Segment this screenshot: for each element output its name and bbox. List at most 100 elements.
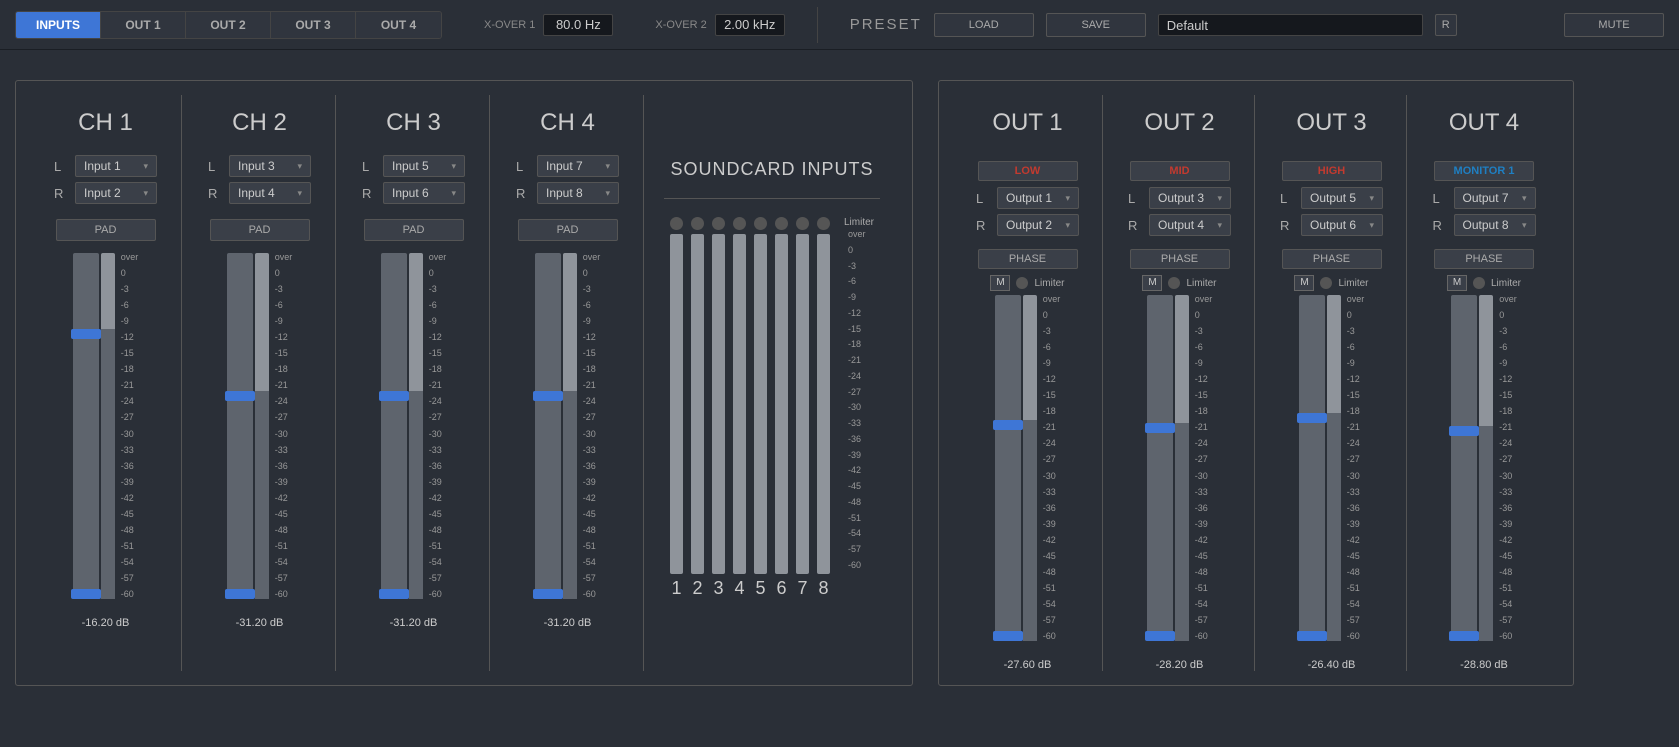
output-channel-1: OUT 1 LOW LOutput 1 ROutput 2 PHASE M Li… (953, 95, 1103, 671)
output-r-select[interactable]: Output 2 (997, 214, 1079, 236)
xover1-input[interactable] (543, 14, 613, 36)
clip-led-6 (775, 217, 788, 230)
db-readout: -28.20 dB (1156, 659, 1204, 671)
input-channel-4: CH 4 LInput 7 RInput 8 PAD over0-3-6-9-1… (492, 95, 644, 671)
phase-button[interactable]: PHASE (978, 249, 1078, 269)
output-name[interactable]: MONITOR 1 (1434, 161, 1534, 181)
xover2-input[interactable] (715, 14, 785, 36)
limiter-label: Limiter (1491, 278, 1521, 289)
mute-button[interactable]: M (1294, 275, 1314, 291)
pad-button[interactable]: PAD (210, 219, 310, 241)
xover1-label: X-OVER 1 (484, 19, 535, 31)
output-channel-3: OUT 3 HIGH LOutput 5 ROutput 6 PHASE M L… (1257, 95, 1407, 671)
output-title: OUT 2 (1144, 109, 1214, 137)
output-r-select[interactable]: Output 6 (1301, 214, 1383, 236)
pad-button[interactable]: PAD (518, 219, 618, 241)
input-l-select[interactable]: Input 1 (75, 155, 157, 177)
clip-led-1 (670, 217, 683, 230)
fader[interactable] (1451, 295, 1477, 641)
output-name[interactable]: MID (1130, 161, 1230, 181)
channel-title: CH 4 (540, 109, 595, 137)
level-meter (1479, 295, 1493, 641)
output-l-select[interactable]: Output 1 (997, 187, 1079, 209)
input-l-select[interactable]: Input 7 (537, 155, 619, 177)
tab-out-2[interactable]: OUT 2 (186, 12, 271, 38)
input-r-select[interactable]: Input 6 (383, 182, 465, 204)
db-readout: -26.40 dB (1308, 659, 1356, 671)
mute-led (1016, 277, 1028, 289)
level-meter (1023, 295, 1037, 641)
sc-meter-1 (670, 234, 683, 574)
phase-button[interactable]: PHASE (1130, 249, 1230, 269)
phase-button[interactable]: PHASE (1434, 249, 1534, 269)
tab-out-3[interactable]: OUT 3 (271, 12, 356, 38)
input-r-select[interactable]: Input 8 (537, 182, 619, 204)
fader[interactable] (73, 253, 99, 599)
tab-out-4[interactable]: OUT 4 (356, 12, 441, 38)
mute-led (1320, 277, 1332, 289)
input-r-select[interactable]: Input 4 (229, 182, 311, 204)
level-meter (409, 253, 423, 599)
fader[interactable] (995, 295, 1021, 641)
clip-led-2 (691, 217, 704, 230)
fader[interactable] (1299, 295, 1325, 641)
load-button[interactable]: LOAD (934, 13, 1034, 37)
level-meter (255, 253, 269, 599)
input-channel-1: CH 1 LInput 1 RInput 2 PAD over0-3-6-9-1… (30, 95, 182, 671)
output-title: OUT 3 (1296, 109, 1366, 137)
mute-button[interactable]: M (990, 275, 1010, 291)
mute-button[interactable]: M (1142, 275, 1162, 291)
output-r-select[interactable]: Output 8 (1454, 214, 1536, 236)
channel-title: CH 1 (78, 109, 133, 137)
fader[interactable] (227, 253, 253, 599)
input-l-select[interactable]: Input 3 (229, 155, 311, 177)
tab-inputs[interactable]: INPUTS (16, 12, 101, 38)
save-button[interactable]: SAVE (1046, 13, 1146, 37)
soundcard-title: SOUNDCARD INPUTS (670, 159, 873, 180)
soundcard-inputs: SOUNDCARD INPUTS 12345678Limiterover0-3-… (646, 95, 898, 671)
fader[interactable] (1147, 295, 1173, 641)
limiter-label: Limiter (1034, 278, 1064, 289)
level-meter (1327, 295, 1341, 641)
input-channel-2: CH 2 LInput 3 RInput 4 PAD over0-3-6-9-1… (184, 95, 336, 671)
clip-led-3 (712, 217, 725, 230)
db-readout: -31.20 dB (236, 617, 284, 629)
output-name[interactable]: HIGH (1282, 161, 1382, 181)
input-r-select[interactable]: Input 2 (75, 182, 157, 204)
pad-button[interactable]: PAD (364, 219, 464, 241)
sc-meter-8 (817, 234, 830, 574)
xover2-label: X-OVER 2 (655, 19, 706, 31)
preset-label: PRESET (850, 16, 922, 33)
limiter-label: Limiter (1338, 278, 1368, 289)
preset-r-button[interactable]: R (1435, 14, 1457, 36)
db-readout: -31.20 dB (390, 617, 438, 629)
mute-led (1473, 277, 1485, 289)
output-title: OUT 1 (992, 109, 1062, 137)
sc-meter-7 (796, 234, 809, 574)
fader[interactable] (381, 253, 407, 599)
preset-name[interactable]: Default (1158, 14, 1423, 36)
tab-out-1[interactable]: OUT 1 (101, 12, 186, 38)
level-meter (563, 253, 577, 599)
clip-led-5 (754, 217, 767, 230)
sc-meter-5 (754, 234, 767, 574)
mute-button[interactable]: M (1447, 275, 1467, 291)
input-l-select[interactable]: Input 5 (383, 155, 465, 177)
view-tabs: INPUTSOUT 1OUT 2OUT 3OUT 4 (15, 11, 442, 39)
limiter-label: Limiter (1186, 278, 1216, 289)
mute-button[interactable]: MUTE (1564, 13, 1664, 37)
fader[interactable] (535, 253, 561, 599)
output-l-select[interactable]: Output 5 (1301, 187, 1383, 209)
output-r-select[interactable]: Output 4 (1149, 214, 1231, 236)
db-readout: -28.80 dB (1460, 659, 1508, 671)
sc-meter-4 (733, 234, 746, 574)
sc-meter-3 (712, 234, 725, 574)
phase-button[interactable]: PHASE (1282, 249, 1382, 269)
clip-led-4 (733, 217, 746, 230)
output-name[interactable]: LOW (978, 161, 1078, 181)
output-channel-2: OUT 2 MID LOutput 3 ROutput 4 PHASE M Li… (1105, 95, 1255, 671)
pad-button[interactable]: PAD (56, 219, 156, 241)
output-l-select[interactable]: Output 3 (1149, 187, 1231, 209)
output-l-select[interactable]: Output 7 (1454, 187, 1536, 209)
level-meter (1175, 295, 1189, 641)
